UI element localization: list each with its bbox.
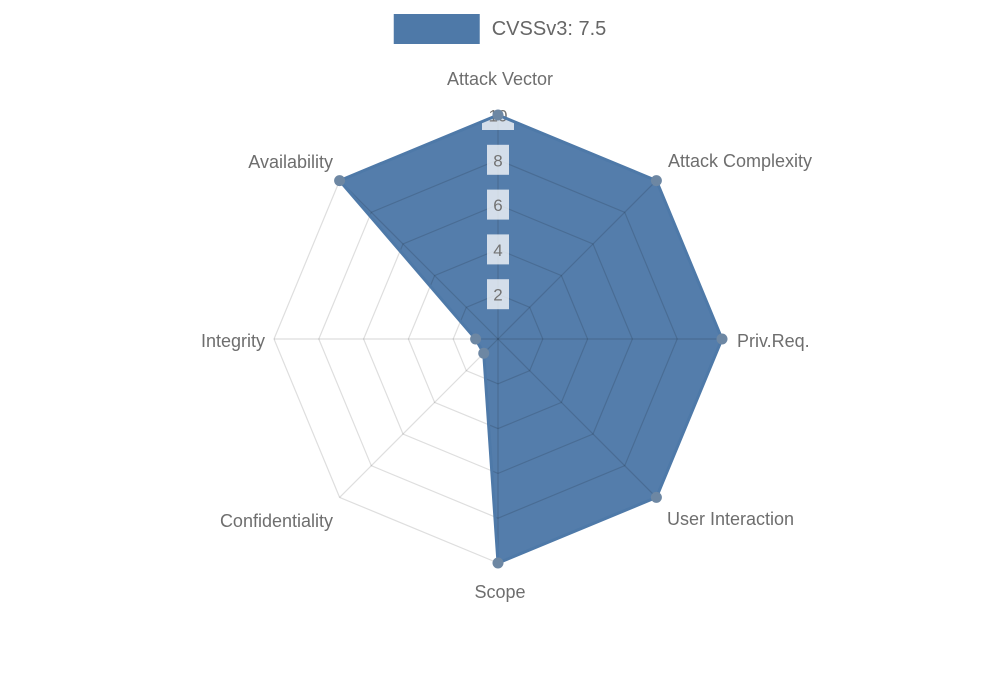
data-point-marker (492, 109, 504, 121)
chart-legend[interactable]: CVSSv3: 7.5 (393, 14, 607, 44)
axis-label-user-interaction: User Interaction (667, 509, 794, 529)
radar-grid-ring (407, 248, 589, 430)
axis-label-scope: Scope (474, 582, 525, 602)
tick-backdrop (487, 234, 509, 265)
axis-label-attack-vector: Attack Vector (447, 69, 553, 89)
tick-backdrop (487, 279, 509, 310)
radar-spoke (497, 338, 657, 498)
data-point-marker (716, 333, 728, 345)
axis-label-priv-req: Priv.Req. (737, 331, 810, 351)
tick-label: 2 (493, 286, 502, 305)
data-point-marker (650, 175, 662, 187)
axis-label-confidentiality: Confidentiality (220, 511, 333, 531)
data-point-marker (470, 333, 482, 345)
data-point-marker (650, 491, 662, 503)
radar-spoke (339, 180, 499, 340)
legend-label: CVSSv3: 7.5 (491, 17, 607, 40)
radar-grid-ring (452, 293, 544, 385)
radar-polygon-fill (339, 115, 722, 563)
data-point-marker (492, 557, 504, 569)
tick-label: 8 (493, 151, 502, 170)
tick-label: 6 (493, 196, 502, 215)
tick-backdrop (487, 189, 509, 220)
legend-swatch (393, 14, 480, 44)
radar-spoke (339, 338, 499, 498)
axis-label-availability: Availability (248, 152, 333, 172)
axis-label-integrity: Integrity (201, 331, 265, 351)
tick-backdrop (487, 144, 509, 175)
radar-spoke (497, 180, 657, 340)
data-point-marker (334, 175, 346, 187)
radar-grid-ring (362, 203, 634, 475)
data-point-marker (478, 347, 490, 359)
radar-grid-ring (318, 159, 678, 519)
tick-label: 4 (493, 241, 502, 260)
axis-label-attack-complexity: Attack Complexity (668, 151, 812, 171)
